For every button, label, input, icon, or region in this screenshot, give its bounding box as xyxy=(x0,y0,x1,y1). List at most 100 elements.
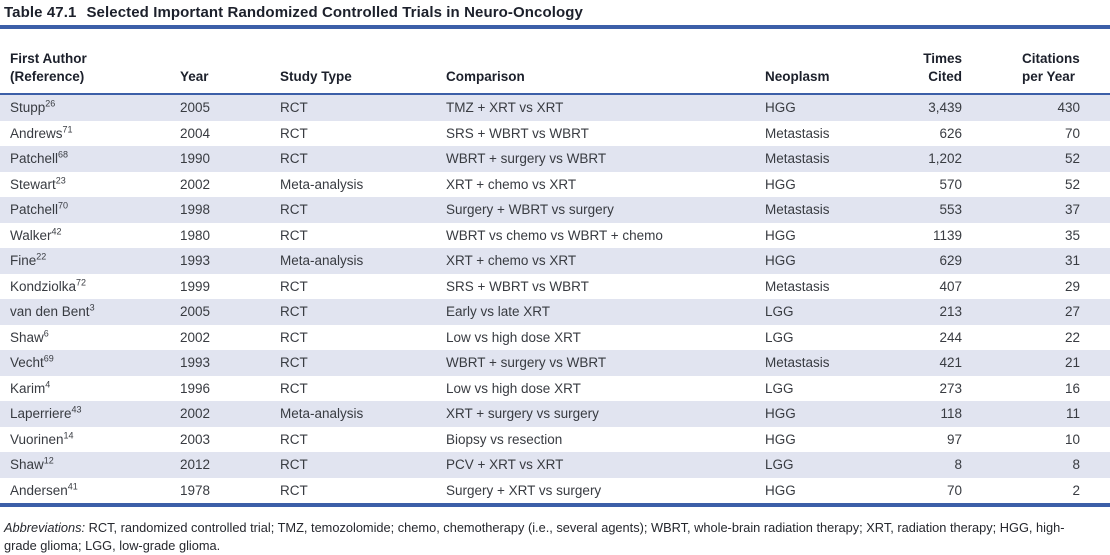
cell-author: Andrews71 xyxy=(0,121,180,147)
reference-superscript: 23 xyxy=(55,175,66,185)
cell-times-cited: 273 xyxy=(939,380,962,396)
cell-neoplasm: LGG xyxy=(765,329,794,345)
cell-author: Vecht69 xyxy=(0,350,180,376)
cell-year: 1993 xyxy=(180,253,211,268)
cell-neoplasm: LGG xyxy=(765,457,794,472)
table-row: Patchell70 1998 RCT Surgery + WBRT vs surge… xyxy=(0,197,1110,223)
cell-study-type: RCT xyxy=(280,482,308,498)
reference-superscript: 3 xyxy=(89,302,95,313)
cell-citations-per-year: 11 xyxy=(1065,406,1080,421)
cell-citations-per-year: 22 xyxy=(1064,329,1080,345)
cell-comparison: WBRT + surgery vs WBRT xyxy=(446,151,607,166)
cell-author: Kondziolka72 xyxy=(0,274,180,300)
bottom-rule xyxy=(0,503,1110,507)
column-header-year: Year xyxy=(180,29,280,95)
cell-comparison: Low vs high dose XRT xyxy=(446,329,581,345)
reference-superscript: 14 xyxy=(63,430,74,440)
table-row: Stupp26 2005 RCT TMZ + XRT vs XRT HGG 3,439 43… xyxy=(0,94,1110,121)
column-header-comparison: Comparison xyxy=(446,29,765,95)
cell-neoplasm: HGG xyxy=(765,406,796,421)
cell-author: van den Bent3 xyxy=(0,299,180,325)
reference-superscript: 22 xyxy=(36,251,47,262)
cell-author: Andersen41 xyxy=(0,478,180,504)
table-number: Table 47.1 xyxy=(4,4,77,21)
cell-citations-per-year: 16 xyxy=(1064,380,1080,396)
cell-neoplasm: Metastasis xyxy=(765,202,830,217)
cell-author: Fine22 xyxy=(0,248,180,274)
cell-year: 1990 xyxy=(180,151,211,166)
cell-comparison: WBRT + surgery vs WBRT xyxy=(446,355,607,370)
cell-year: 2002 xyxy=(180,406,211,421)
cell-citations-per-year: 37 xyxy=(1064,202,1080,217)
table-row: Laperriere43 2002 Meta-analysis XRT + surge… xyxy=(0,401,1110,427)
cell-neoplasm: LGG xyxy=(765,380,794,396)
cell-times-cited: 553 xyxy=(939,202,962,217)
cell-year: 1996 xyxy=(180,380,211,396)
table-row: Vuorinen14 2003 RCT Biopsy vs resection HGG 9… xyxy=(0,427,1110,453)
cell-study-type: Meta-analysis xyxy=(280,406,364,421)
table-row: van den Bent3 2005 RCT Early vs late XRT LGG… xyxy=(0,299,1110,325)
cell-comparison: XRT + chemo vs XRT xyxy=(446,253,577,268)
cell-comparison: SRS + WBRT vs WBRT xyxy=(446,278,589,294)
cell-neoplasm: HGG xyxy=(765,253,796,268)
cell-year: 2012 xyxy=(180,457,211,472)
cell-times-cited: 626 xyxy=(939,125,962,141)
cell-year: 2004 xyxy=(180,125,211,141)
cell-times-cited: 244 xyxy=(939,329,962,345)
cell-study-type: RCT xyxy=(280,202,308,217)
cell-citations-per-year: 27 xyxy=(1064,304,1080,319)
cell-year: 1998 xyxy=(180,202,211,217)
cell-citations-per-year: 35 xyxy=(1064,227,1080,243)
cell-author: Patchell68 xyxy=(0,146,180,172)
cell-citations-per-year: 2 xyxy=(1072,482,1080,498)
cell-times-cited: 213 xyxy=(939,304,962,319)
cell-citations-per-year: 8 xyxy=(1072,457,1080,472)
cell-comparison: Surgery + XRT vs surgery xyxy=(446,482,602,498)
cell-times-cited: 407 xyxy=(939,278,962,294)
table-row: Andrews71 2004 RCT SRS + WBRT vs WBRT Metast… xyxy=(0,121,1110,147)
reference-superscript: 71 xyxy=(62,124,73,134)
cell-times-cited: 3,439 xyxy=(928,100,962,115)
cell-comparison: PCV + XRT vs XRT xyxy=(446,457,564,472)
cell-study-type: RCT xyxy=(280,151,308,166)
cell-year: 2005 xyxy=(180,304,211,319)
cell-year: 2002 xyxy=(180,176,211,192)
cell-year: 1993 xyxy=(180,355,211,370)
cell-citations-per-year: 52 xyxy=(1064,176,1080,192)
author-name: Shaw xyxy=(10,329,44,345)
author-name: Karim xyxy=(10,380,46,396)
cell-comparison: Low vs high dose XRT xyxy=(446,380,581,396)
cell-times-cited: 1,202 xyxy=(928,151,962,166)
cell-comparison: Biopsy vs resection xyxy=(446,431,563,447)
cell-citations-per-year: 52 xyxy=(1064,151,1080,166)
table-title: Table 47.1 Selected Important Randomized … xyxy=(0,0,1110,25)
cell-times-cited: 1139 xyxy=(932,227,962,243)
author-name: Walker xyxy=(10,227,52,243)
cell-citations-per-year: 10 xyxy=(1064,431,1080,447)
table-header: First Author (Reference) Year Study Type… xyxy=(0,29,1110,95)
table-row: Karim4 1996 RCT Low vs high dose XRT LGG 273 1… xyxy=(0,376,1110,402)
table-row: Stewart23 2002 Meta-analysis XRT + chemo vs… xyxy=(0,172,1110,198)
reference-superscript: 43 xyxy=(71,404,82,415)
cell-study-type: RCT xyxy=(280,125,308,141)
author-name: Shaw xyxy=(10,457,44,472)
cell-year: 2005 xyxy=(180,100,211,115)
table-row: Andersen41 1978 RCT Surgery + XRT vs surger… xyxy=(0,478,1110,504)
reference-superscript: 69 xyxy=(43,353,54,364)
cell-neoplasm: HGG xyxy=(765,227,796,243)
reference-superscript: 72 xyxy=(76,277,87,287)
cell-citations-per-year: 31 xyxy=(1064,253,1080,268)
reference-superscript: 68 xyxy=(58,149,69,160)
cell-neoplasm: Metastasis xyxy=(765,151,830,166)
column-header-times-cited: Times Cited xyxy=(880,29,962,95)
cell-year: 2002 xyxy=(180,329,211,345)
cell-author: Stewart23 xyxy=(0,172,180,198)
cell-year: 2003 xyxy=(180,431,211,447)
cell-comparison: WBRT vs chemo vs WBRT + chemo xyxy=(446,227,663,243)
cell-study-type: RCT xyxy=(280,431,308,447)
cell-comparison: Surgery + WBRT vs surgery xyxy=(446,202,614,217)
top-rule xyxy=(0,25,1110,29)
author-name: Vuorinen xyxy=(10,431,64,447)
cell-citations-per-year: 70 xyxy=(1064,125,1080,141)
